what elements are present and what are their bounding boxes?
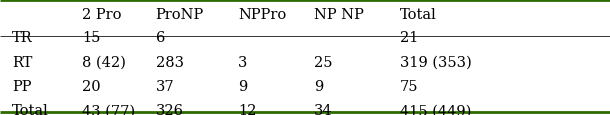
Text: 326: 326 — [156, 104, 184, 115]
Text: 9: 9 — [314, 79, 323, 93]
Text: NP NP: NP NP — [314, 8, 364, 22]
Text: 8 (42): 8 (42) — [82, 55, 126, 69]
Text: 319 (353): 319 (353) — [400, 55, 472, 69]
Text: 283: 283 — [156, 55, 184, 69]
Text: 21: 21 — [400, 31, 418, 45]
Text: 12: 12 — [238, 104, 256, 115]
Text: 34: 34 — [314, 104, 333, 115]
Text: 43 (77): 43 (77) — [82, 104, 135, 115]
Text: RT: RT — [12, 55, 32, 69]
Text: TR: TR — [12, 31, 33, 45]
Text: 2 Pro: 2 Pro — [82, 8, 122, 22]
Text: 6: 6 — [156, 31, 165, 45]
Text: 3: 3 — [238, 55, 247, 69]
Text: 37: 37 — [156, 79, 174, 93]
Text: 9: 9 — [238, 79, 247, 93]
Text: Total: Total — [400, 8, 436, 22]
Text: 415 (449): 415 (449) — [400, 104, 471, 115]
Text: ProNP: ProNP — [156, 8, 204, 22]
Text: NPPro: NPPro — [238, 8, 286, 22]
Text: Total: Total — [12, 104, 49, 115]
Text: 25: 25 — [314, 55, 332, 69]
Text: 75: 75 — [400, 79, 418, 93]
Text: 20: 20 — [82, 79, 101, 93]
Text: PP: PP — [12, 79, 32, 93]
Text: 15: 15 — [82, 31, 101, 45]
